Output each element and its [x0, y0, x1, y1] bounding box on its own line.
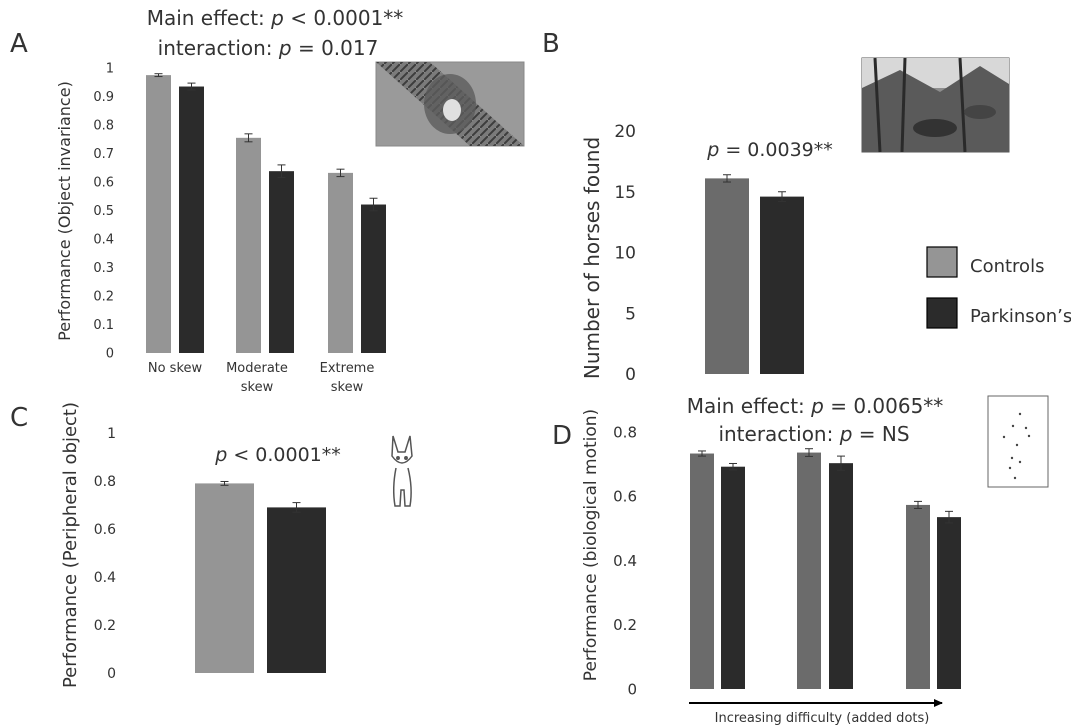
- panel-d-error-bar: [729, 462, 737, 471]
- panel-c-y-tick-label: 0.8: [94, 474, 116, 490]
- panel-c-y-tick-label: 0.6: [94, 522, 116, 538]
- panel-a-error-bar: [277, 164, 286, 178]
- panel-b-bar-controls: [705, 178, 749, 374]
- panel-d-y-tick-label: 0.6: [613, 488, 637, 506]
- panel-d-bar-controls: [906, 504, 930, 689]
- hidden-horses-painting: [861, 57, 1010, 153]
- panel-a-y-tick-label: 0.3: [93, 261, 114, 276]
- panel-c-annotation: p < 0.0001**: [214, 444, 341, 466]
- panel-a-y-axis-label: Performance (Object invariance): [55, 81, 74, 341]
- panel-d-bar-parkinsons: [829, 463, 853, 689]
- panel-d-error-bar: [837, 455, 845, 471]
- panel-a-y-tick-label: 1: [106, 62, 114, 77]
- panel-a-category-label: Extreme: [320, 361, 375, 376]
- point-light-walker: [987, 395, 1049, 488]
- panel-c-y-axis-label: Performance (Peripheral object): [60, 402, 81, 688]
- panel-a-annotation-line1: Main effect: p < 0.0001**: [147, 6, 404, 30]
- panel-d-error-bar: [805, 448, 813, 457]
- panel-a-bar-parkinsons: [269, 171, 294, 353]
- legend: Controls Parkinson’s: [926, 246, 1071, 329]
- panel-b-y-tick-label: 0: [625, 365, 636, 385]
- panel-a-category-label: skew: [241, 380, 274, 395]
- panel-letters: A B C D: [10, 29, 572, 451]
- panel-b-y-tick-label: 15: [614, 183, 636, 203]
- panel-a-annotation-line2: interaction: p = 0.017: [158, 36, 379, 60]
- panel-a-error-bar: [244, 133, 253, 143]
- panel-a-bar-controls: [328, 172, 353, 353]
- panel-letter-b: B: [542, 29, 560, 59]
- dog-drawing: [391, 435, 413, 507]
- panel-d-annotation-line1: Main effect: p = 0.0065**: [687, 394, 944, 418]
- panel-d-y-tick-label: 0.2: [613, 616, 637, 634]
- panel-a-error-bar: [187, 82, 196, 91]
- panel-a-y-tick-label: 0.5: [93, 204, 114, 219]
- panel-a-bar-controls: [236, 137, 261, 353]
- panel-a-chart: Main effect: p < 0.0001** interaction: p…: [55, 6, 525, 395]
- panel-c-error-bar: [220, 480, 229, 486]
- panel-c-bar-parkinsons: [267, 507, 326, 673]
- panel-d-bar-controls: [797, 452, 821, 689]
- panel-b-chart: p = 0.0039** Number of horses found 0 5 10…: [580, 57, 1010, 385]
- panel-b-error-bar: [723, 174, 731, 183]
- panel-a-bar-parkinsons: [361, 204, 386, 353]
- panel-d-error-bar: [698, 450, 706, 457]
- panel-d-y-tick-label: 0.4: [613, 552, 637, 570]
- panel-a-category-label: No skew: [148, 361, 203, 376]
- panel-c-bar-controls: [195, 483, 254, 673]
- panel-d-y-axis-label: Performance (biological motion): [581, 409, 601, 681]
- panel-d-bar-parkinsons: [721, 466, 745, 689]
- panel-c-y-tick-label: 0: [107, 666, 116, 682]
- panel-a-category-label: Moderate: [226, 361, 288, 376]
- panel-d-bar-parkinsons: [937, 517, 961, 689]
- panel-b-y-tick-label: 20: [614, 122, 636, 142]
- panel-d-x-axis-label: Increasing difficulty (added dots): [715, 711, 930, 726]
- panel-a-y-tick-label: 0: [106, 347, 114, 362]
- panel-d-error-bar: [914, 500, 922, 509]
- panel-a-y-tick-label: 0.4: [93, 233, 114, 248]
- panel-c-error-bar: [292, 502, 301, 513]
- panel-d-y-tick-label: 0: [627, 680, 637, 698]
- legend-swatch-controls: [926, 246, 958, 278]
- panel-b-error-bar: [778, 191, 786, 202]
- legend-label-parkinsons: Parkinson’s: [970, 306, 1071, 327]
- panel-b-y-tick-label: 10: [614, 244, 636, 264]
- panel-d-bar-controls: [690, 453, 714, 689]
- panel-d-annotation-line2: interaction: p = NS: [718, 422, 909, 446]
- legend-label-controls: Controls: [970, 256, 1044, 277]
- panel-d-error-bar: [945, 510, 953, 524]
- panel-letter-d: D: [552, 421, 572, 451]
- panel-b-y-axis-label: Number of horses found: [580, 137, 604, 379]
- panel-b-bar-parkinsons: [760, 196, 804, 374]
- panel-b-annotation: p = 0.0039**: [706, 139, 833, 161]
- panel-d-y-tick-label: 0.8: [613, 423, 637, 441]
- legend-swatch-parkinsons: [926, 297, 958, 329]
- panel-a-error-bar: [154, 73, 163, 78]
- panel-a-y-tick-label: 0.7: [93, 147, 114, 162]
- panel-a-error-bar: [336, 168, 345, 178]
- panel-a-y-tick-label: 0.9: [93, 90, 114, 105]
- panel-a-error-bar: [369, 197, 378, 212]
- panel-b-y-tick-label: 5: [625, 304, 636, 324]
- panel-a-y-tick-label: 0.8: [93, 119, 114, 134]
- panel-letter-c: C: [10, 403, 28, 433]
- panel-c-y-tick-label: 0.2: [94, 618, 116, 634]
- panel-a-y-tick-label: 0.6: [93, 176, 114, 191]
- panel-c-y-tick-label: 1: [107, 426, 116, 442]
- panel-d-chart: Main effect: p = 0.0065** interaction: p…: [581, 394, 1049, 726]
- panel-a-category-label: skew: [331, 380, 364, 395]
- panel-a-bar-controls: [146, 75, 171, 353]
- panel-letter-a: A: [10, 29, 28, 59]
- panel-c-chart: p < 0.0001** Performance (Peripheral obj…: [60, 402, 413, 688]
- panel-a-y-tick-label: 0.2: [93, 290, 114, 305]
- panel-a-bar-parkinsons: [179, 86, 204, 354]
- panel-a-y-tick-label: 0.1: [93, 318, 114, 333]
- panel-c-y-tick-label: 0.4: [94, 570, 116, 586]
- skewed-face-image: [375, 61, 525, 147]
